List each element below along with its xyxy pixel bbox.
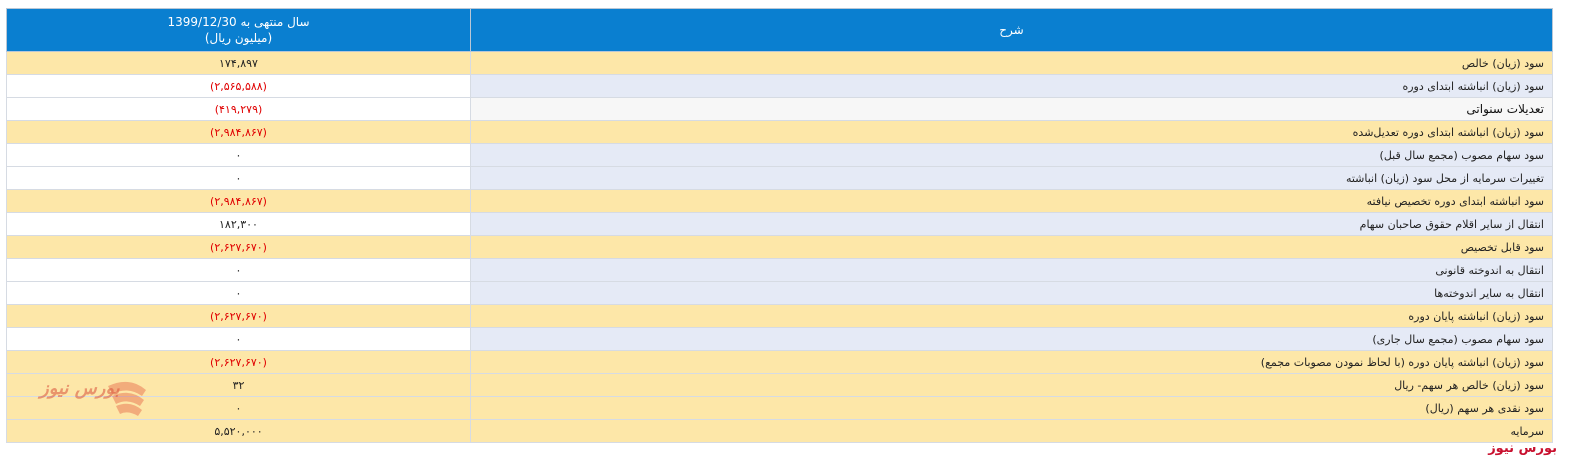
row-description: سرمایه bbox=[470, 419, 1553, 443]
table-row: ۱۸۲,۳۰۰ انتقال از سایر اقلام حقوق صاحبان … bbox=[6, 212, 1553, 236]
row-description: سود (زیان) خالص هر سهم- ریال bbox=[470, 373, 1553, 397]
watermark-logo-icon bbox=[108, 381, 146, 416]
value-header-line2: (میلیون ریال) bbox=[204, 31, 273, 45]
value-header-line1: سال منتهی به 1399/12/30 bbox=[167, 15, 310, 29]
row-value: ۱۸۲,۳۰۰ bbox=[6, 212, 471, 236]
table-row: (۲,۶۲۷,۶۷۰) سود (زیان) انباشته پایان دوره… bbox=[6, 350, 1553, 374]
table-row: (۲,۶۲۷,۶۷۰) سود قابل تخصیص bbox=[6, 235, 1553, 259]
row-description: سود (زیان) انباشته ابتدای دوره تعدیل‌شده bbox=[470, 120, 1553, 144]
row-description: انتقال از سایر اقلام حقوق صاحبان سهام bbox=[470, 212, 1553, 236]
row-value: (۲,۹۸۴,۸۶۷) bbox=[6, 120, 471, 144]
row-description: انتقال به سایر اندوخته‌ها bbox=[470, 281, 1553, 305]
row-description: سود (زیان) انباشته پایان دوره (با لحاظ ن… bbox=[470, 350, 1553, 374]
row-value: ۰ bbox=[6, 166, 471, 190]
table-header-row: سال منتهی به 1399/12/30 (میلیون ریال) شر… bbox=[6, 8, 1553, 52]
row-value: (۲,۶۲۷,۶۷۰) bbox=[6, 235, 471, 259]
row-value: (۲,۶۲۷,۶۷۰) bbox=[6, 304, 471, 328]
table-row: ۳۲ سود (زیان) خالص هر سهم- ریال bbox=[6, 373, 1553, 397]
table-row: (۴۱۹,۲۷۹) تعدیلات سنواتی bbox=[6, 97, 1553, 121]
table-row: ۰ سود سهام مصوب (مجمع سال قبل) bbox=[6, 143, 1553, 167]
table-row: (۲,۹۸۴,۸۶۷) سود (زیان) انباشته ابتدای دور… bbox=[6, 120, 1553, 144]
table-row: (۲,۵۶۵,۵۸۸) سود (زیان) انباشته ابتدای دور… bbox=[6, 74, 1553, 98]
table-row: ۰ سود نقدی هر سهم (ریال) bbox=[6, 396, 1553, 420]
row-value: ۰ bbox=[6, 143, 471, 167]
table-row: ۰ تغییرات سرمایه از محل سود (زیان) انباشت… bbox=[6, 166, 1553, 190]
row-value: ۰ bbox=[6, 258, 471, 282]
row-value: (۲,۵۶۵,۵۸۸) bbox=[6, 74, 471, 98]
profit-distribution-table: سال منتهی به 1399/12/30 (میلیون ریال) شر… bbox=[6, 8, 1553, 443]
table-row: ۵,۵۲۰,۰۰۰ سرمایه bbox=[6, 419, 1553, 443]
row-description: تغییرات سرمایه از محل سود (زیان) انباشته bbox=[470, 166, 1553, 190]
row-value: (۲,۹۸۴,۸۶۷) bbox=[6, 189, 471, 213]
row-value: ۱۷۴,۸۹۷ bbox=[6, 51, 471, 75]
description-column-header[interactable]: شرح bbox=[470, 8, 1553, 52]
row-value: (۴۱۹,۲۷۹) bbox=[6, 97, 471, 121]
table-row: (۲,۹۸۴,۸۶۷) سود انباشته ابتدای دوره تخصیص… bbox=[6, 189, 1553, 213]
row-value: ۰ bbox=[6, 396, 471, 420]
row-value: ۵,۵۲۰,۰۰۰ bbox=[6, 419, 471, 443]
row-description: سود قابل تخصیص bbox=[470, 235, 1553, 259]
table-row: ۱۷۴,۸۹۷ سود (زیان) خالص bbox=[6, 51, 1553, 75]
row-description: سود (زیان) انباشته ابتدای دوره bbox=[470, 74, 1553, 98]
report-table-container: سال منتهی به 1399/12/30 (میلیون ریال) شر… bbox=[6, 8, 1553, 443]
table-row: (۲,۶۲۷,۶۷۰) سود (زیان) انباشته پایان دوره bbox=[6, 304, 1553, 328]
row-description: سود نقدی هر سهم (ریال) bbox=[470, 396, 1553, 420]
row-value: ۰ bbox=[6, 281, 471, 305]
table-row: ۰ انتقال به اندوخته قانونی bbox=[6, 258, 1553, 282]
watermark-text: بورس نیوز bbox=[40, 378, 120, 399]
row-description: سود سهام مصوب (مجمع سال قبل) bbox=[470, 143, 1553, 167]
row-description: سود سهام مصوب (مجمع سال جاری) bbox=[470, 327, 1553, 351]
row-value: (۲,۶۲۷,۶۷۰) bbox=[6, 350, 471, 374]
table-row: ۰ انتقال به سایر اندوخته‌ها bbox=[6, 281, 1553, 305]
footer-brand: بورس نیوز bbox=[1488, 441, 1557, 456]
row-value: ۰ bbox=[6, 327, 471, 351]
row-value: ۳۲ bbox=[6, 373, 471, 397]
row-description: تعدیلات سنواتی bbox=[470, 97, 1553, 121]
row-description: سود (زیان) انباشته پایان دوره bbox=[470, 304, 1553, 328]
table-row: ۰ سود سهام مصوب (مجمع سال جاری) bbox=[6, 327, 1553, 351]
row-description: سود (زیان) خالص bbox=[470, 51, 1553, 75]
row-description: سود انباشته ابتدای دوره تخصیص نیافته bbox=[470, 189, 1553, 213]
row-description: انتقال به اندوخته قانونی bbox=[470, 258, 1553, 282]
value-column-header[interactable]: سال منتهی به 1399/12/30 (میلیون ریال) bbox=[6, 8, 471, 52]
